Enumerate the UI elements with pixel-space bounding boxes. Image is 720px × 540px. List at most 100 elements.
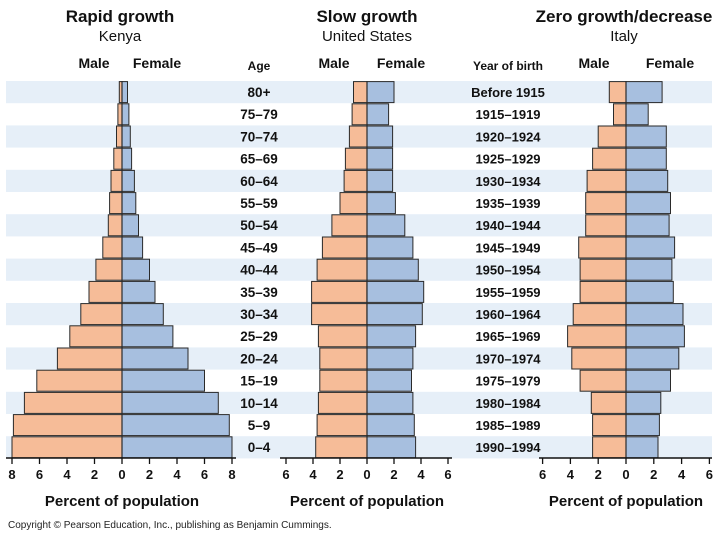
copyright-notice: Copyright © Pearson Education, Inc., pub… — [8, 520, 332, 531]
us-male-bar-80-plus — [353, 81, 368, 104]
kenya-female-bar-45-49 — [121, 236, 144, 259]
italy-male-bar-40-44 — [579, 258, 627, 281]
kenya-male-label: Male — [78, 55, 109, 71]
italy-female-bar-65-69 — [625, 147, 667, 170]
us-tick-label: 2 — [336, 467, 343, 482]
kenya-male-bar-20-24 — [56, 347, 123, 370]
kenya-subtitle: Kenya — [99, 28, 142, 45]
kenya-female-bar-20-24 — [121, 347, 189, 370]
italy-female-bar-25-29 — [625, 325, 685, 348]
italy-tick-label: 0 — [622, 467, 629, 482]
us-tick-label: 4 — [417, 467, 425, 482]
italy-female-bar-10-14 — [625, 391, 662, 414]
kenya-female-bar-65-69 — [121, 147, 133, 170]
italy-male-label: Male — [578, 55, 609, 71]
us-x-axis-label: Percent of population — [290, 493, 444, 510]
kenya-tick-label: 2 — [91, 467, 98, 482]
us-male-bar-20-24 — [319, 347, 368, 370]
italy-title: Zero growth/decrease — [536, 7, 713, 26]
us-subtitle: United States — [322, 28, 412, 45]
us-male-bar-45-49 — [321, 236, 368, 259]
us-female-bar-60-64 — [366, 169, 394, 192]
birth-year-label-1970-1974: 1970–1974 — [475, 351, 541, 366]
italy-male-bar-65-69 — [592, 147, 627, 170]
age-label-0-4: 0–4 — [248, 440, 271, 455]
kenya-male-bar-75-79 — [117, 103, 123, 126]
age-label-25-29: 25–29 — [240, 329, 278, 344]
us-female-bar-80-plus — [366, 81, 395, 104]
kenya-male-bar-70-74 — [116, 125, 123, 148]
italy-female-bar-30-34 — [625, 303, 684, 326]
kenya-male-bar-60-64 — [110, 169, 123, 192]
age-label-5-9: 5–9 — [248, 418, 271, 433]
italy-tick-label: 2 — [650, 467, 657, 482]
birth-year-label-1985-1989: 1985–1989 — [475, 418, 540, 433]
kenya-female-bar-30-34 — [121, 303, 164, 326]
birth-year-label-1920-1924: 1920–1924 — [475, 129, 541, 144]
italy-bars — [567, 81, 685, 459]
italy-male-bar-5-9 — [592, 414, 627, 437]
kenya-female-bar-80-plus — [121, 81, 128, 104]
age-labels: 80+ 75–79 70–74 65–69 60–64 55–59 50–54 45–49 40… — [240, 85, 278, 455]
kenya-male-bar-25-29 — [69, 325, 123, 348]
kenya-female-bar-5-9 — [121, 414, 230, 437]
kenya-title: Rapid growth — [66, 7, 175, 26]
birth-year-label-1950-1954: 1950–1954 — [475, 263, 541, 278]
us-male-bar-55-59 — [339, 192, 368, 215]
us-tick-label: 2 — [390, 467, 397, 482]
italy-tick-label: 6 — [539, 467, 546, 482]
kenya-male-bar-40-44 — [95, 258, 123, 281]
italy-subtitle: Italy — [610, 28, 638, 45]
kenya-female-bar-60-64 — [121, 169, 135, 192]
us-female-bar-0-4 — [366, 436, 417, 459]
age-label-50-54: 50–54 — [240, 218, 278, 233]
italy-male-bar-35-39 — [579, 280, 627, 303]
kenya-female-bar-25-29 — [121, 325, 174, 348]
italy-female-bar-0-4 — [625, 436, 659, 459]
kenya-male-bar-30-34 — [80, 303, 123, 326]
italy-female-bar-75-79 — [625, 103, 649, 126]
italy-male-bar-0-4 — [592, 436, 627, 459]
us-bars — [311, 81, 425, 459]
birth-year-label-1915-1919: 1915–1919 — [475, 107, 540, 122]
us-female-bar-10-14 — [366, 391, 414, 414]
us-female-bar-15-19 — [366, 369, 412, 392]
italy-tick-label: 4 — [678, 467, 686, 482]
kenya-male-bar-0-4 — [11, 436, 123, 459]
kenya-ticks: 8 6 4 2 0 2 4 6 8 — [8, 458, 236, 482]
us-male-bar-70-74 — [348, 125, 368, 148]
age-label-65-69: 65–69 — [240, 152, 278, 167]
us-male-bar-35-39 — [311, 280, 368, 303]
us-female-bar-65-69 — [366, 147, 394, 170]
italy-male-bar-80-plus — [608, 81, 627, 104]
italy-tick-label: 4 — [567, 467, 575, 482]
age-label-60-64: 60–64 — [240, 174, 278, 189]
kenya-female-bar-75-79 — [121, 103, 130, 126]
italy-female-bar-55-59 — [625, 192, 671, 215]
us-male-bar-60-64 — [343, 169, 368, 192]
birth-year-label-1940-1944: 1940–1944 — [475, 218, 541, 233]
kenya-tick-label: 8 — [8, 467, 15, 482]
italy-male-bar-45-49 — [578, 236, 627, 259]
us-male-label: Male — [318, 55, 349, 71]
us-tick-label: 6 — [282, 467, 289, 482]
us-female-bar-35-39 — [366, 280, 425, 303]
age-label-45-49: 45–49 — [240, 240, 278, 255]
italy-female-bar-40-44 — [625, 258, 673, 281]
age-label-20-24: 20–24 — [240, 351, 278, 366]
us-female-bar-75-79 — [366, 103, 390, 126]
kenya-female-bar-15-19 — [121, 369, 205, 392]
age-label-75-79: 75–79 — [240, 107, 278, 122]
kenya-male-bar-45-49 — [102, 236, 123, 259]
kenya-female-label: Female — [133, 55, 181, 71]
kenya-female-bar-70-74 — [121, 125, 131, 148]
birth-year-labels: Before 1915 1915–1919 1920–1924 1925–1929 19… — [471, 85, 545, 455]
birth-year-label-1975-1979: 1975–1979 — [475, 374, 540, 389]
kenya-tick-label: 4 — [63, 467, 71, 482]
birth-year-label-1925-1929: 1925–1929 — [475, 152, 540, 167]
age-label-70-74: 70–74 — [240, 129, 278, 144]
italy-male-bar-70-74 — [597, 125, 627, 148]
us-male-bar-30-34 — [311, 303, 368, 326]
us-male-bar-5-9 — [316, 414, 368, 437]
